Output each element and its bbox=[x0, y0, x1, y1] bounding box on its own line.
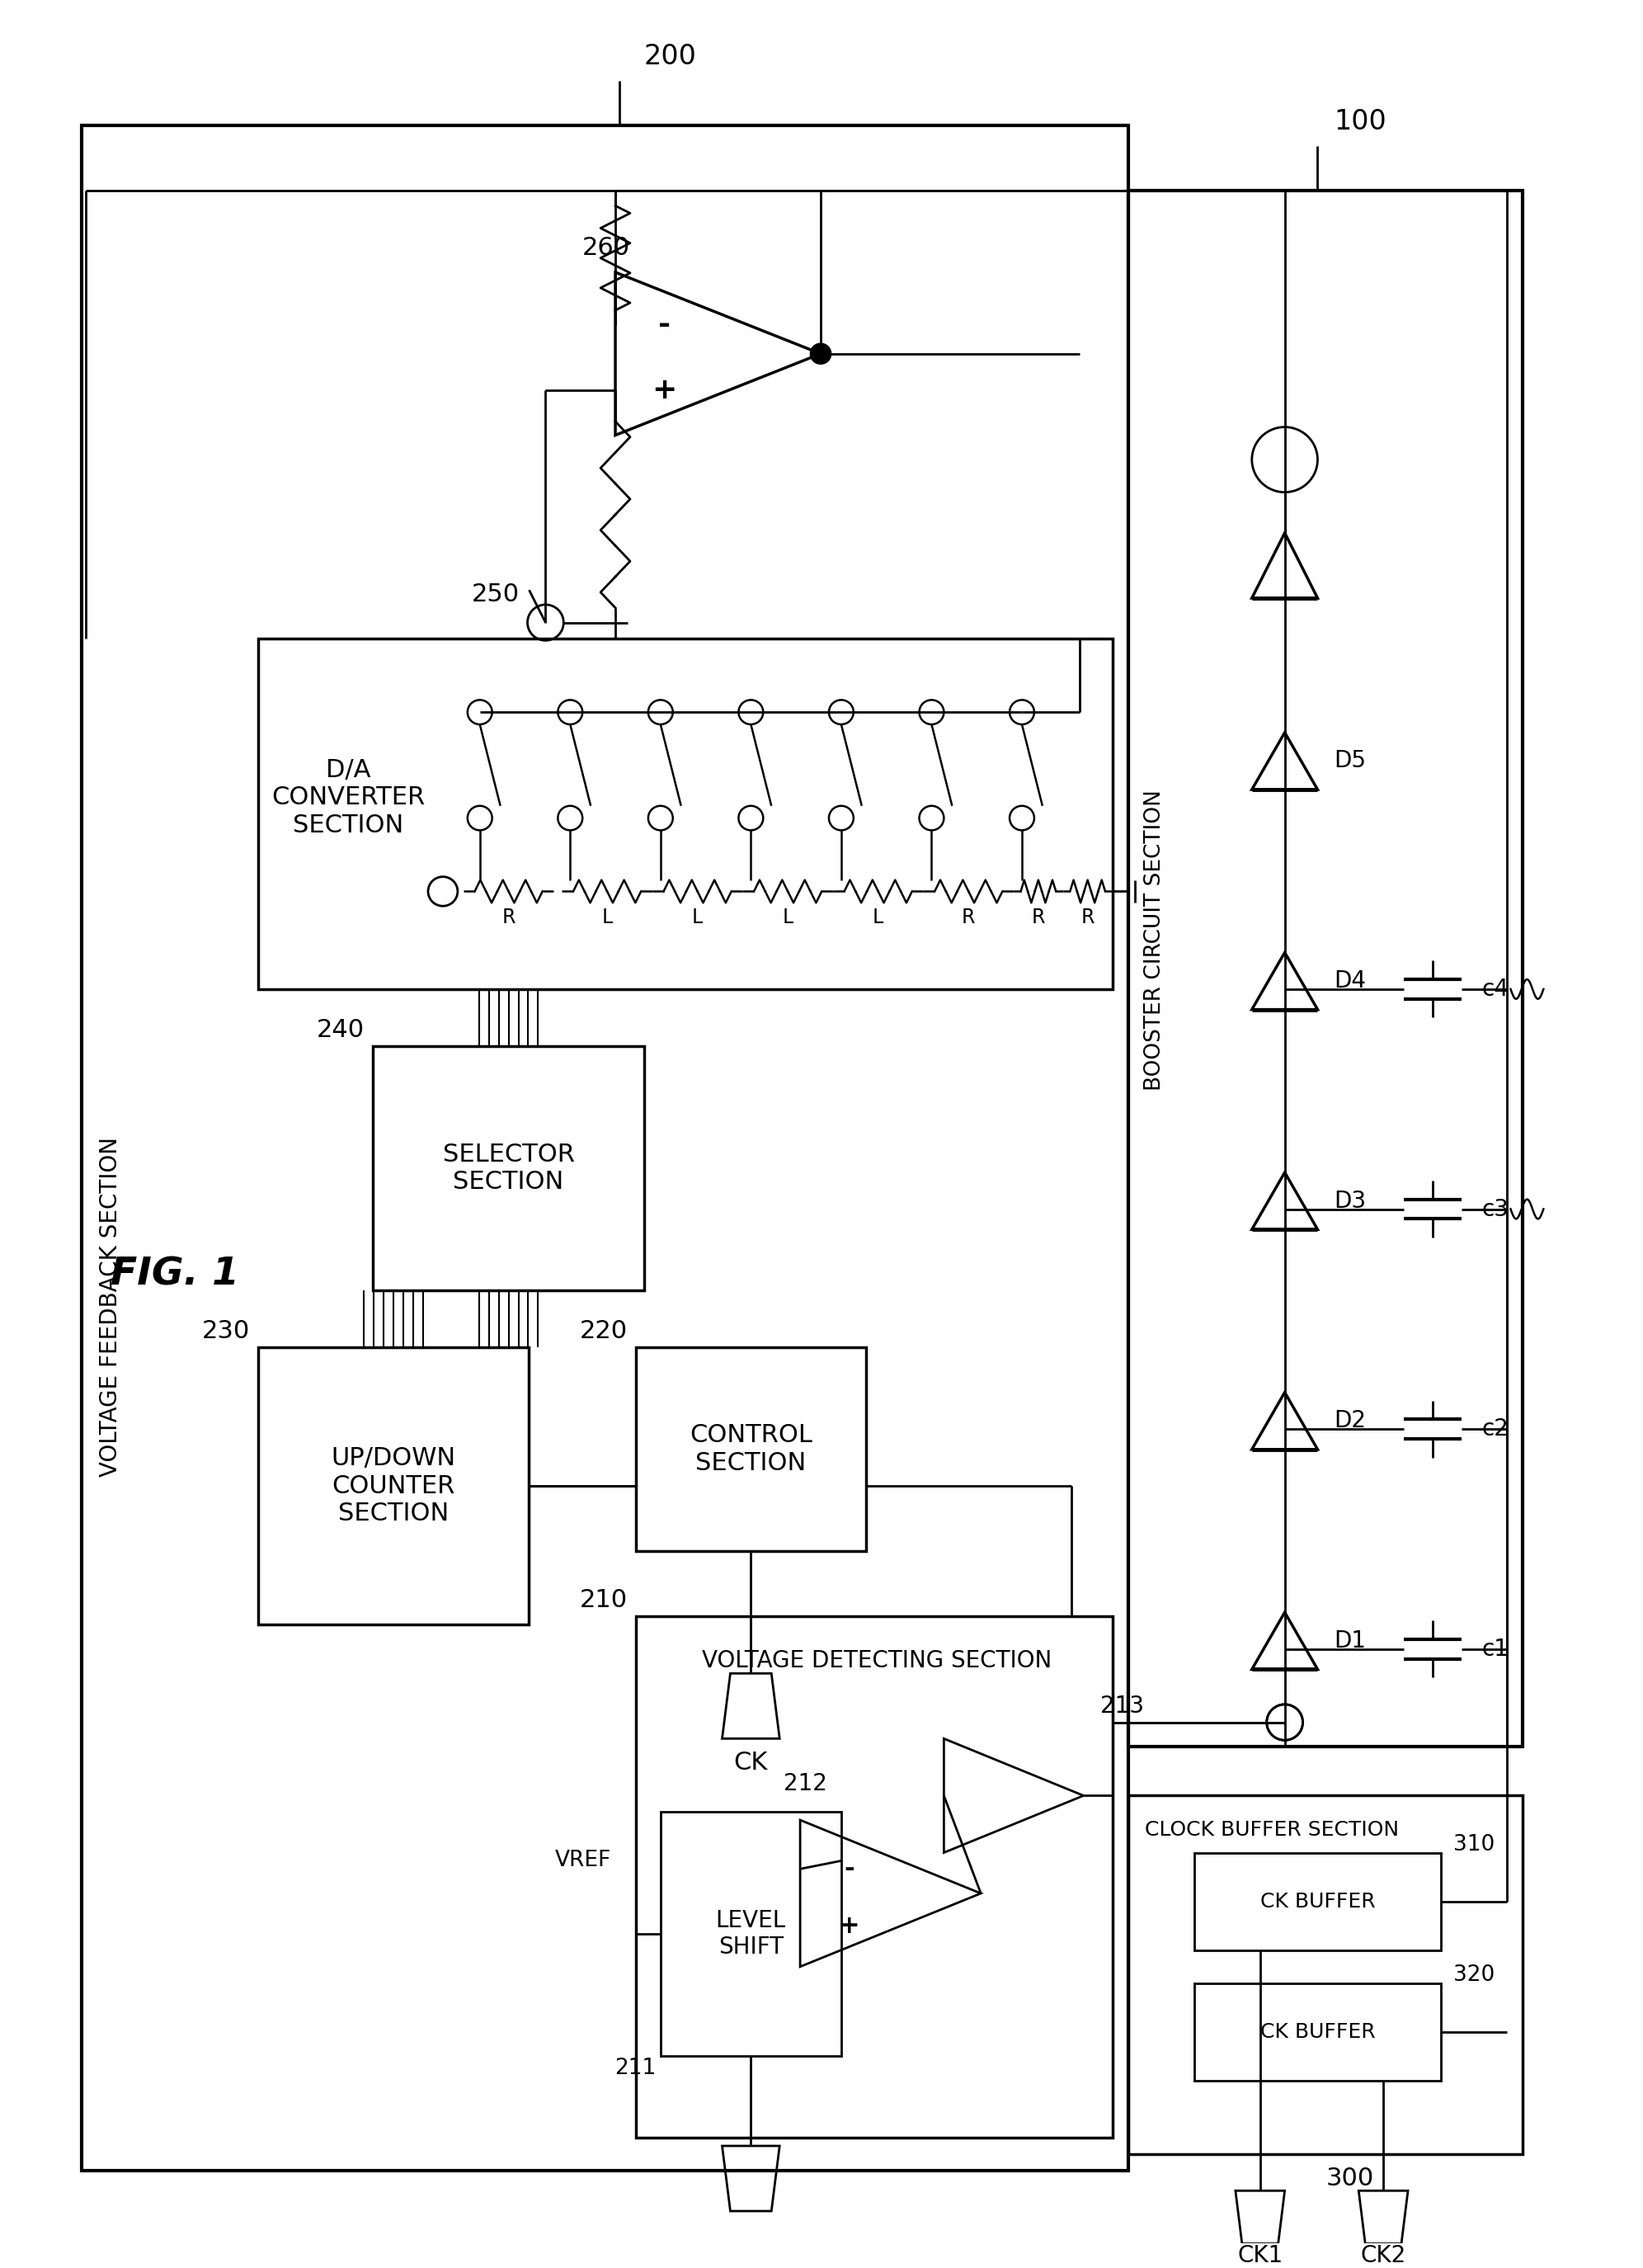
Text: +: + bbox=[840, 1914, 859, 1937]
Text: D1: D1 bbox=[1334, 1628, 1367, 1653]
Text: D4: D4 bbox=[1334, 968, 1367, 993]
Bar bbox=[1129, 191, 1523, 1746]
Text: L: L bbox=[872, 907, 884, 928]
Text: CONTROL
SECTION: CONTROL SECTION bbox=[690, 1424, 812, 1474]
Bar bbox=[258, 640, 1112, 989]
Text: 250: 250 bbox=[472, 583, 519, 606]
Text: VREF: VREF bbox=[555, 1851, 611, 1871]
Bar bbox=[82, 125, 1129, 2170]
Text: 260: 260 bbox=[583, 236, 631, 261]
Text: SELECTOR
SECTION: SELECTOR SECTION bbox=[442, 1143, 575, 1195]
Text: BOOSTER CIRCUIT SECTION: BOOSTER CIRCUIT SECTION bbox=[1144, 789, 1165, 1091]
Bar bbox=[373, 1046, 644, 1290]
Text: -: - bbox=[659, 311, 670, 340]
Text: UP/DOWN
COUNTER
SECTION: UP/DOWN COUNTER SECTION bbox=[332, 1447, 455, 1526]
Text: 300: 300 bbox=[1326, 2166, 1374, 2191]
Bar bbox=[258, 1347, 529, 1624]
Text: c1: c1 bbox=[1482, 1637, 1508, 1660]
Bar bbox=[1194, 1982, 1441, 2080]
Text: 240: 240 bbox=[317, 1018, 365, 1041]
Text: R: R bbox=[1081, 907, 1094, 928]
Text: L: L bbox=[692, 907, 703, 928]
Text: CK BUFFER: CK BUFFER bbox=[1260, 2023, 1375, 2041]
Text: CLOCK BUFFER SECTION: CLOCK BUFFER SECTION bbox=[1145, 1819, 1400, 1839]
Circle shape bbox=[812, 345, 830, 363]
Text: 212: 212 bbox=[784, 1771, 828, 1794]
Text: +: + bbox=[652, 376, 677, 404]
Text: LEVEL
SHIFT: LEVEL SHIFT bbox=[716, 1910, 785, 1960]
Text: R: R bbox=[1032, 907, 1045, 928]
Text: -: - bbox=[845, 1857, 854, 1880]
Text: D3: D3 bbox=[1334, 1188, 1367, 1213]
Bar bbox=[1129, 1796, 1523, 2155]
Text: VOLTAGE FEEDBACK SECTION: VOLTAGE FEEDBACK SECTION bbox=[99, 1136, 122, 1476]
Bar bbox=[636, 1617, 1112, 2139]
Text: R: R bbox=[501, 907, 516, 928]
Text: c3: c3 bbox=[1482, 1198, 1508, 1220]
Bar bbox=[660, 1812, 841, 2057]
Text: VOLTAGE DETECTING SECTION: VOLTAGE DETECTING SECTION bbox=[702, 1649, 1052, 1672]
Text: D5: D5 bbox=[1334, 748, 1367, 773]
Text: CK BUFFER: CK BUFFER bbox=[1260, 1892, 1375, 1912]
Text: 210: 210 bbox=[580, 1588, 628, 1613]
Text: CK: CK bbox=[734, 1751, 767, 1776]
Text: L: L bbox=[782, 907, 794, 928]
Text: 310: 310 bbox=[1452, 1835, 1495, 1855]
Text: c4: c4 bbox=[1482, 978, 1508, 1000]
Text: CK2: CK2 bbox=[1360, 2245, 1406, 2268]
Text: L: L bbox=[601, 907, 613, 928]
Text: c2: c2 bbox=[1482, 1418, 1508, 1440]
Text: FIG. 1: FIG. 1 bbox=[110, 1256, 238, 1293]
Text: 320: 320 bbox=[1452, 1964, 1495, 1985]
Text: 200: 200 bbox=[644, 43, 697, 70]
Text: D2: D2 bbox=[1334, 1408, 1367, 1433]
Text: 230: 230 bbox=[202, 1320, 250, 1343]
Bar bbox=[636, 1347, 866, 1551]
Text: 220: 220 bbox=[580, 1320, 628, 1343]
Text: R: R bbox=[961, 907, 976, 928]
Text: 213: 213 bbox=[1099, 1694, 1144, 1717]
Bar bbox=[1194, 1853, 1441, 1950]
Text: D/A
CONVERTER
SECTION: D/A CONVERTER SECTION bbox=[271, 758, 426, 837]
Text: 100: 100 bbox=[1334, 109, 1387, 136]
Text: CK1: CK1 bbox=[1237, 2245, 1283, 2268]
Text: 211: 211 bbox=[614, 2057, 657, 2080]
